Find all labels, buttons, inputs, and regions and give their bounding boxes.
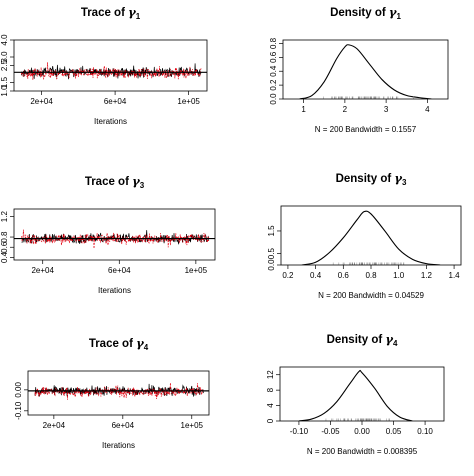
x-tick-label: 1.0 [393,271,405,280]
x-tick-label: 6e+04 [104,97,127,106]
x-tick-label: 4 [425,105,430,114]
x-tick-label: 3 [384,105,389,114]
x-tick-label: -0.05 [321,427,340,436]
x-tick-label: 2e+04 [30,97,53,106]
y-tick-label: 1.5 [0,76,9,88]
x-axis-label: Iterations [98,286,131,295]
x-tick-label: 1e+05 [181,421,204,430]
x-tick-label: 0.4 [310,271,322,280]
y-tick-label: 1.2 [0,211,9,223]
density-curve [298,369,413,421]
panel-title: Density of γ1 [330,5,401,21]
y-tick-label: 4.0 [0,34,9,46]
panel-5: Trace of γ4 2e+04 6e+04 1e+05 -0.10 0.00 Itera… [14,336,210,450]
trace-series-2 [21,62,202,81]
y-tick-label: 0.6 [269,51,278,63]
density-rug [325,418,390,421]
panel-title: Density of γ3 [336,171,407,187]
x-tick-label: 0.00 [354,427,370,436]
panel-title: Trace of γ4 [89,336,149,352]
x-axis-label: Iterations [102,441,135,450]
plot-frame [13,208,216,261]
y-tick-label: 0.8 [269,37,278,49]
y-tick-label: 0.0 [267,259,276,271]
y-tick-label: 1.0 [0,85,9,97]
y-tick-label: 0.00 [14,382,23,398]
y-tick-label: 2.5 [0,59,9,71]
y-tick-label: 8 [266,387,275,392]
y-tick-label: 0.6 [0,241,9,253]
y-tick-label: 3.0 [0,51,9,63]
x-tick-label: 0.10 [417,427,433,436]
x-tick-label: 2e+04 [31,266,54,275]
y-tick-label: 0.5 [267,248,276,260]
y-tick-label: -0.10 [14,401,23,420]
x-tick-label: 1 [301,105,306,114]
trace-series-1 [34,383,204,398]
y-tick-label: 0.4 [0,251,9,263]
y-tick-label: 0.0 [269,93,278,105]
plot-frame [279,366,445,422]
y-tick-label: 4 [266,403,275,408]
density-rug [332,262,405,265]
density-rug [323,96,414,99]
panel-title: Density of γ4 [327,332,398,348]
x-tick-label: -0.10 [290,427,309,436]
panel-3: Trace of γ3 2e+04 6e+04 1e+05 0.40.60.8 1.2 It… [0,174,216,295]
panel-4: Density of γ3 0.2 0.4 0.6 0.8 1.0 1.2 1.4 0.00.5… [267,171,462,300]
plot-frame [27,370,210,416]
y-tick-label: 0.4 [269,65,278,77]
plot-frame [13,39,208,92]
x-axis-label: N = 200 Bandwidth = 0.04529 [318,291,424,300]
x-tick-label: 1e+05 [185,266,208,275]
panel-6: Density of γ4 -0.10 -0.05 0.00 0.05 0.10 0 4 8 12… [266,332,445,456]
x-tick-label: 2 [343,105,348,114]
panel-title: Trace of γ1 [81,5,141,21]
panel-2: Density of γ1 1 2 3 4 0.0 0.2 0.4 0.6 0.8 N = 200 … [269,5,449,134]
density-curve [301,210,441,265]
y-tick-label: 0.8 [0,231,9,243]
panel-1: Trace of γ1 2e+04 6e+04 1e+05 1.01.5 2.53.0 4.… [0,5,208,126]
x-axis-label: N = 200 Bandwidth = 0.008395 [307,447,418,456]
y-tick-label: 12 [266,370,275,379]
y-tick-label: 0 [266,418,275,423]
x-tick-label: 6e+04 [108,266,131,275]
plot-frame [280,205,462,266]
x-tick-label: 0.2 [282,271,294,280]
x-tick-label: 1.4 [449,271,461,280]
x-tick-label: 2e+04 [43,421,66,430]
density-curve [299,44,432,99]
x-tick-label: 6e+04 [112,421,135,430]
y-tick-label: 0.2 [269,79,278,91]
x-axis-label: Iterations [94,117,127,126]
x-tick-label: 0.8 [365,271,377,280]
x-tick-label: 0.6 [338,271,350,280]
x-tick-label: 1e+05 [177,97,200,106]
x-axis-label: N = 200 Bandwidth = 0.1557 [315,125,417,134]
x-tick-label: 0.05 [386,427,402,436]
x-tick-label: 1.2 [421,271,433,280]
y-tick-label: 1.5 [267,225,276,237]
plot-frame [282,39,449,100]
panel-title: Trace of γ3 [85,174,145,190]
